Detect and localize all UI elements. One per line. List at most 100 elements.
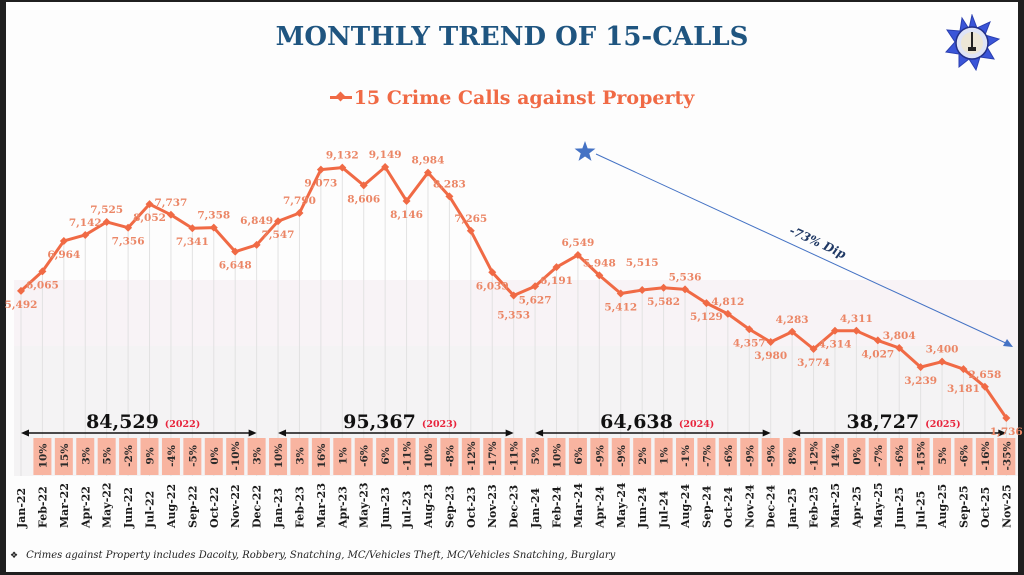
growth-box <box>911 438 930 475</box>
data-label: 8,283 <box>433 178 466 190</box>
data-label: 5,353 <box>497 310 530 322</box>
arrow-left-icon <box>535 429 544 437</box>
data-point <box>252 240 261 249</box>
growth-label: -35% <box>1001 442 1013 471</box>
growth-label: 14% <box>830 444 842 469</box>
data-point <box>702 299 711 308</box>
x-tick-label: Sep-25 <box>957 485 970 528</box>
growth-label: -7% <box>701 445 713 467</box>
data-label: 7,358 <box>197 210 230 222</box>
data-point <box>359 181 368 190</box>
data-label: 8,606 <box>347 193 380 205</box>
legend-line-marker-icon <box>329 95 352 99</box>
growth-label: -1% <box>680 445 692 467</box>
year-total-year: (2023) <box>422 419 457 430</box>
x-tick-label: Nov-24 <box>743 484 756 528</box>
growth-label: 2% <box>637 447 649 464</box>
x-tick-label: Jun-23 <box>379 487 392 529</box>
x-tick-label: Aug-25 <box>936 484 949 529</box>
data-label: 9,149 <box>369 149 402 161</box>
data-point <box>316 165 325 174</box>
year-total-year: (2025) <box>925 419 960 430</box>
plot-band-upper <box>14 280 1018 346</box>
data-label: 3,774 <box>797 357 830 369</box>
growth-label: -5% <box>187 445 199 467</box>
year-total-year: (2024) <box>679 419 714 430</box>
data-label: 3,239 <box>904 375 937 387</box>
x-tick-label: Oct-24 <box>722 486 735 528</box>
growth-box <box>226 438 245 475</box>
growth-label: -9% <box>744 445 756 467</box>
growth-label: -16% <box>980 442 992 471</box>
growth-label: 0% <box>851 447 863 464</box>
growth-box <box>376 438 395 475</box>
growth-box <box>33 438 52 475</box>
data-label: 4,812 <box>711 296 744 308</box>
star-icon <box>574 141 596 161</box>
diamond-bullet-icon: ❖ <box>10 551 19 561</box>
data-label: 5,627 <box>519 294 552 306</box>
growth-label: 1% <box>659 447 671 464</box>
growth-label: 10% <box>423 444 435 469</box>
data-label: 7,737 <box>154 197 187 209</box>
data-point <box>488 268 497 277</box>
growth-box <box>590 438 609 475</box>
x-tick-label: Apr-23 <box>336 486 349 529</box>
data-point <box>638 286 647 295</box>
growth-label: 10% <box>37 444 49 469</box>
growth-label: -6% <box>359 445 371 467</box>
year-total-value: 64,638 <box>600 411 673 433</box>
growth-label: 3% <box>252 447 264 464</box>
growth-box <box>354 438 373 475</box>
growth-box <box>290 438 309 475</box>
x-tick-label: Aug-23 <box>422 484 435 529</box>
growth-box <box>247 438 266 475</box>
x-tick-label: Aug-22 <box>165 484 178 529</box>
growth-label: 3% <box>80 447 92 464</box>
growth-box <box>547 438 566 475</box>
x-tick-label: Dec-22 <box>251 485 264 528</box>
growth-box <box>183 438 202 475</box>
data-label: 9,132 <box>326 150 359 162</box>
growth-label: -6% <box>723 445 735 467</box>
data-point <box>873 336 882 345</box>
x-tick-label: Jan-22 <box>15 488 28 529</box>
data-label: 7,525 <box>90 204 123 216</box>
data-label: 7,547 <box>262 229 295 241</box>
growth-label: -4% <box>166 445 178 467</box>
data-point <box>274 217 283 226</box>
growth-label: -12% <box>466 442 478 471</box>
data-point <box>980 382 989 391</box>
x-tick-label: Jun-22 <box>122 487 135 529</box>
data-point <box>166 210 175 219</box>
growth-label: -10% <box>230 442 242 471</box>
data-label: 6,648 <box>219 260 252 272</box>
growth-box <box>483 438 502 475</box>
data-label: 7,265 <box>454 213 487 225</box>
x-tick-label: Feb-23 <box>293 486 306 528</box>
growth-box <box>440 438 459 475</box>
growth-label: 6% <box>380 447 392 464</box>
x-tick-label: May-22 <box>101 482 114 528</box>
x-tick-label: Nov-25 <box>1000 484 1013 528</box>
data-point <box>59 236 68 245</box>
growth-label: 6% <box>573 447 585 464</box>
data-label: 4,283 <box>776 314 809 326</box>
data-point <box>788 327 797 336</box>
growth-box <box>825 438 844 475</box>
data-point <box>423 168 432 177</box>
growth-box <box>654 438 673 475</box>
data-label: 4,314 <box>819 339 852 351</box>
growth-box <box>97 438 116 475</box>
data-point <box>188 224 197 233</box>
data-point <box>38 267 47 276</box>
x-tick-label: Jul-25 <box>915 491 928 529</box>
footnote-text: Crimes against Property includes Dacoity… <box>26 550 616 561</box>
growth-box <box>333 438 352 475</box>
data-label: 8,146 <box>390 209 423 221</box>
year-total-value: 38,727 <box>847 411 920 433</box>
arrow-left-icon <box>792 429 801 437</box>
data-label: 6,964 <box>47 249 80 261</box>
growth-label: 15% <box>59 444 71 469</box>
